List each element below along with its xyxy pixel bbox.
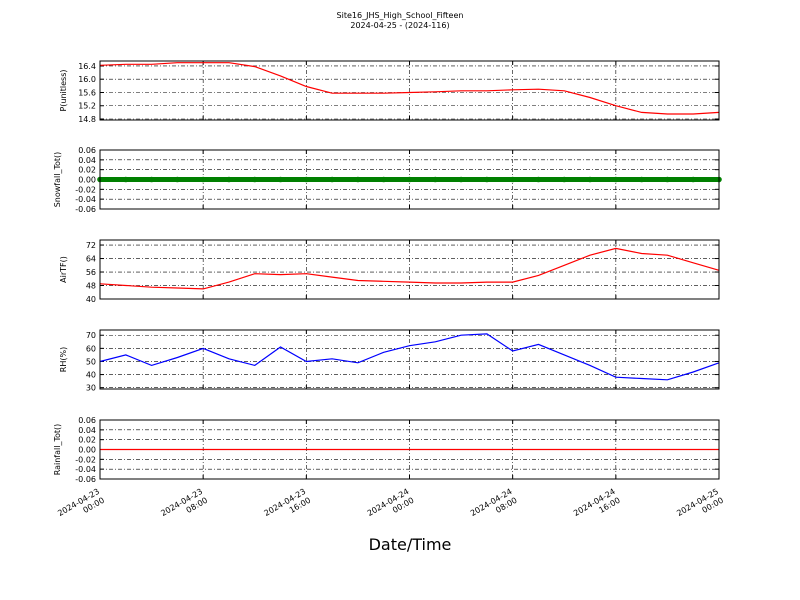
y-tick-label: 0.06: [78, 146, 96, 155]
y-axis-label: Rainfall_Tot(): [53, 424, 62, 476]
marker: [200, 176, 206, 183]
marker: [380, 176, 387, 183]
y-tick-label: 48: [86, 282, 96, 291]
y-tick-label: -0.02: [75, 455, 96, 464]
y-tick-label: 40: [86, 371, 96, 380]
marker: [458, 176, 464, 183]
marker: [122, 176, 129, 183]
panel: 30 40 50 60 70 RH(%): [59, 329, 720, 393]
marker: [509, 176, 516, 183]
data-line: [99, 333, 720, 381]
y-tick-label: -0.02: [75, 185, 96, 194]
y-tick-label: 60: [86, 344, 96, 353]
y-tick-label: 40: [86, 295, 96, 304]
marker: [355, 176, 361, 183]
marker: [561, 176, 568, 183]
panel: 14.8 15.2 15.6 16.0 16.4 P(unitless): [59, 60, 720, 124]
panel: -0.06-0.04-0.020.000.020.040.06 Snowfall_…: [53, 146, 722, 214]
marker: [303, 176, 310, 183]
y-tick-label: -0.06: [75, 205, 96, 214]
data-line: [99, 62, 720, 115]
y-tick-label: -0.06: [75, 475, 96, 484]
y-tick-label: -0.04: [75, 195, 96, 204]
plot-frame: [99, 329, 720, 390]
marker: [664, 176, 671, 183]
marker: [432, 176, 439, 183]
marker: [226, 176, 232, 183]
marker: [251, 176, 258, 183]
data-line: [99, 247, 720, 290]
y-axis-label: AirTF(): [59, 256, 68, 283]
marker: [148, 176, 155, 183]
marker: [277, 176, 284, 183]
y-tick-label: 70: [86, 331, 96, 340]
y-tick-label: 50: [86, 357, 96, 366]
y-tick-label: 15.6: [78, 88, 96, 97]
marker: [535, 176, 542, 183]
y-tick-label: 30: [86, 384, 96, 393]
y-tick-label: 0.06: [78, 416, 96, 425]
marker: [587, 176, 593, 183]
y-tick-label: 56: [86, 268, 96, 277]
y-tick-label: 15.2: [78, 102, 96, 111]
y-tick-label: -0.04: [75, 465, 96, 474]
plot-frame: [99, 239, 720, 300]
marker: [484, 176, 490, 183]
plot-frame: [99, 419, 720, 480]
marker: [690, 176, 697, 183]
panel: -0.06-0.04-0.020.000.020.040.06 Rainfall_…: [53, 416, 720, 484]
y-tick-label: 16.0: [78, 75, 96, 84]
y-tick-label: 64: [86, 255, 96, 264]
marker: [174, 176, 181, 183]
y-tick-label: 16.4: [78, 62, 96, 71]
y-axis-label: P(unitless): [59, 69, 68, 111]
panel: 40 48 56 64 72 AirTF(): [59, 239, 720, 304]
y-tick-label: 0.00: [78, 176, 96, 185]
marker: [638, 176, 645, 183]
marker: [329, 176, 335, 183]
x-axis-label: Date/Time: [369, 535, 452, 554]
y-tick-label: 0.04: [78, 426, 96, 435]
y-tick-label: 72: [86, 241, 96, 250]
y-tick-label: 0.02: [78, 166, 96, 175]
marker: [406, 176, 413, 183]
plot-frame: [99, 60, 720, 121]
y-axis-label: RH(%): [59, 347, 68, 372]
marker: [613, 176, 619, 183]
y-tick-label: 0.00: [78, 446, 96, 455]
plot-frame: [99, 149, 720, 210]
y-tick-label: 0.04: [78, 156, 96, 165]
y-axis-label: Snowfall_Tot(): [53, 152, 62, 208]
y-tick-label: 0.02: [78, 436, 96, 445]
chart-subtitle: 2024-04-25 - (2024-116): [350, 21, 449, 30]
y-tick-label: 14.8: [78, 115, 96, 124]
chart-title: Site16_JHS_High_School_Fifteen: [337, 11, 464, 20]
